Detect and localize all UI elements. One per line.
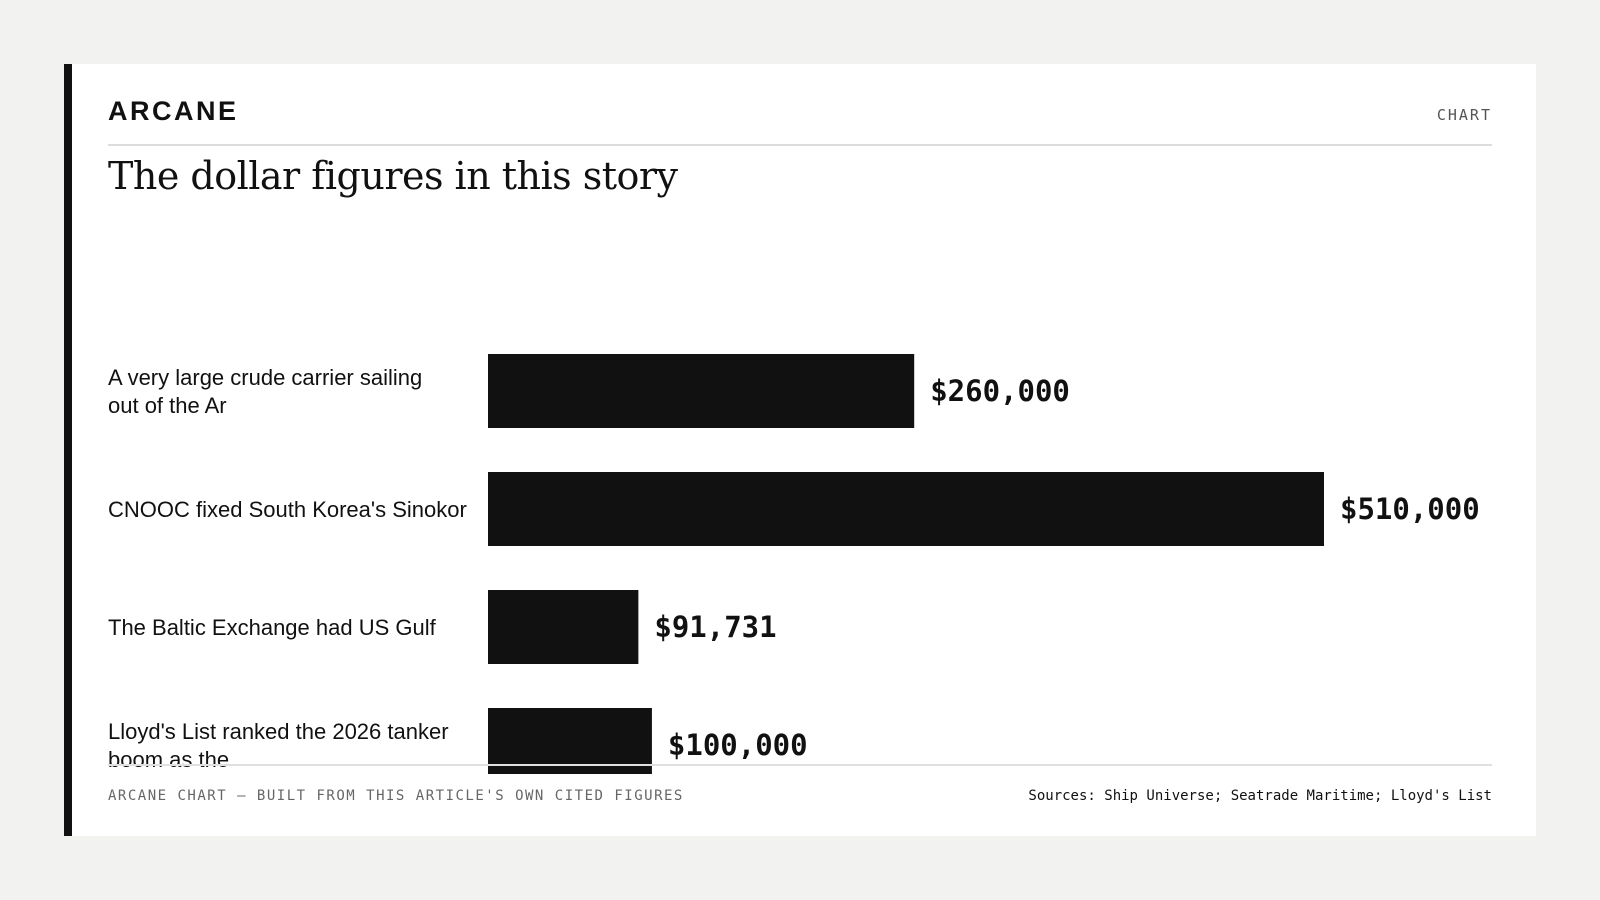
value-label: $510,000 [1340,492,1480,526]
bar [488,708,652,774]
value-label: $91,731 [654,610,776,644]
category-label: The Baltic Exchange had US Gulf [108,615,437,640]
footer-note: ARCANE CHART — BUILT FROM THIS ARTICLE'S… [108,788,684,804]
value-label: $100,000 [668,728,808,762]
section-kicker: CHART [1436,106,1492,124]
bar [488,472,1324,546]
chart-title: The dollar figures in this story [108,154,678,198]
category-label: A very large crude carrier sailing out of… [108,365,422,418]
bar-chart: A very large crude carrier sailing out of… [108,354,1480,774]
card-accent-bar [64,64,72,836]
footer-sources: Sources: Ship Universe; Seatrade Maritim… [1028,788,1492,804]
category-label: CNOOC fixed South Korea's Sinokor [108,497,467,522]
bar [488,354,915,428]
category-label: Lloyd's List ranked the 2026 tanker boom … [108,719,449,772]
brand-logo: ARCANE [108,96,239,126]
bar [488,590,639,664]
value-label: $260,000 [930,374,1070,408]
chart-card: ARCANE CHART The dollar figures in this … [64,64,1536,836]
chart-footer: ARCANE CHART — BUILT FROM THIS ARTICLE'S… [108,764,1492,804]
card-header: ARCANE CHART [108,94,1492,146]
